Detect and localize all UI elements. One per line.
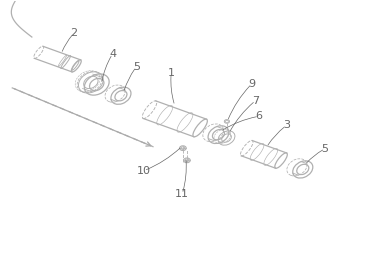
Text: 10: 10 xyxy=(137,166,151,176)
Text: 5: 5 xyxy=(133,62,140,72)
Text: 7: 7 xyxy=(252,96,259,106)
Text: 4: 4 xyxy=(109,49,116,59)
Text: 5: 5 xyxy=(322,144,329,154)
Text: 2: 2 xyxy=(70,28,78,38)
Text: 1: 1 xyxy=(168,68,175,78)
Text: 9: 9 xyxy=(248,79,255,89)
Text: 6: 6 xyxy=(256,111,263,121)
Text: 3: 3 xyxy=(283,120,290,130)
Text: 11: 11 xyxy=(175,189,189,199)
